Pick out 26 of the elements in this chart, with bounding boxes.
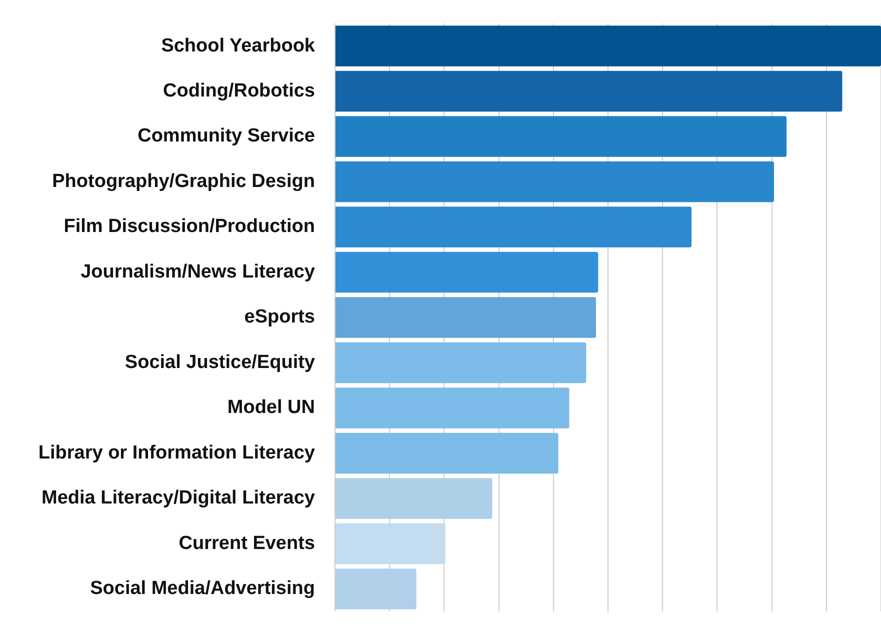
- y-tick-label: Model UN: [227, 397, 315, 418]
- y-tick-label: Social Media/Advertising: [90, 578, 315, 600]
- y-tick-label: Current Events: [178, 532, 315, 554]
- bar: [336, 432, 558, 474]
- bar: [336, 297, 596, 338]
- bar: [336, 26, 881, 66]
- y-tick-label: School Yearbook: [161, 35, 316, 56]
- y-tick-label: Community Service: [138, 126, 315, 147]
- bar: [336, 342, 586, 384]
- y-tick-label: Film Discussion/Production: [64, 216, 315, 238]
- bar: [336, 70, 842, 112]
- bar: [336, 206, 692, 248]
- bar: [336, 161, 774, 202]
- bar: [336, 523, 446, 564]
- bar: [336, 252, 598, 293]
- y-tick-label: Library or Information Literacy: [38, 442, 316, 464]
- bar: [336, 568, 416, 610]
- bar: [336, 388, 570, 428]
- y-tick-label: Journalism/News Literacy: [80, 261, 316, 282]
- y-tick-label: Media Literacy/Digital Literacy: [42, 488, 316, 509]
- bar: [336, 116, 787, 157]
- y-tick-label: eSports: [244, 306, 315, 328]
- y-tick-label: Coding/Robotics: [163, 80, 315, 102]
- y-tick-label: Social Justice/Equity: [124, 352, 316, 373]
- bar: [336, 478, 492, 519]
- y-tick-label: Photography/Graphic Design: [52, 170, 315, 192]
